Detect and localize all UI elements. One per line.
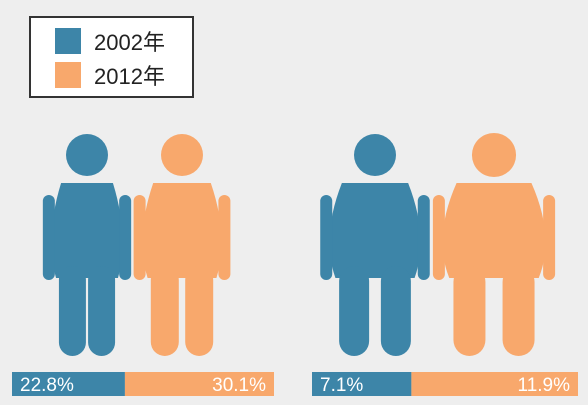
legend-label-2012: 2012年 xyxy=(94,64,165,89)
bar-label-2002-group-2: 7.1% xyxy=(320,375,363,396)
figure-2002-group-1-icon xyxy=(42,134,132,356)
bar-2012-group-2 xyxy=(411,372,578,396)
bar-2002-group-1 xyxy=(12,372,125,396)
legend-label-2002: 2002年 xyxy=(94,30,165,55)
bar-2002-group-2 xyxy=(312,372,412,396)
bar-2012-group-1 xyxy=(124,372,275,396)
bar-label-2012-group-2: 11.9% xyxy=(518,375,571,396)
legend-swatch-2012 xyxy=(55,62,81,88)
figure-2002-group-2-icon xyxy=(320,134,430,356)
stacked-bars: 22.8% 30.1% 7.1% 11.9% xyxy=(12,372,578,396)
figure-icons xyxy=(42,132,556,356)
figure-2012-group-2-icon xyxy=(432,132,556,356)
legend: 2002年 2012年 xyxy=(29,16,194,98)
legend-swatch-2002 xyxy=(55,28,81,54)
bar-label-2002-group-1: 22.8% xyxy=(20,375,74,396)
figure-2012-group-1-icon xyxy=(133,134,231,356)
bar-label-2012-group-1: 30.1% xyxy=(212,375,266,396)
